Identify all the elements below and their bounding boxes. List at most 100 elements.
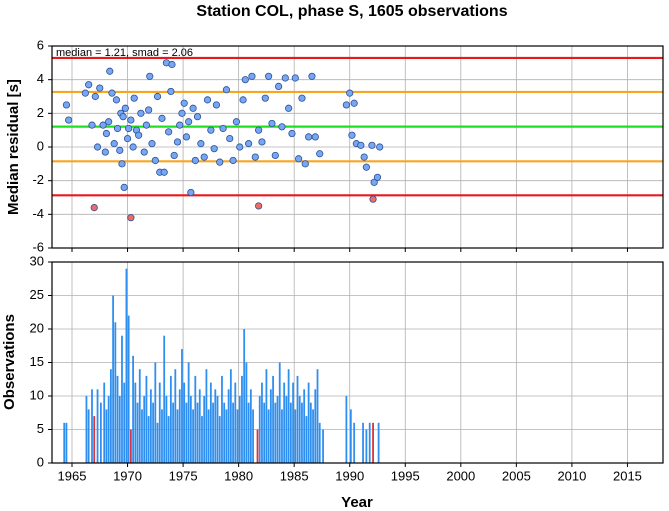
point: [130, 94, 138, 102]
bar: [154, 362, 157, 463]
y-tick-label: -2: [32, 172, 44, 187]
x-tick-label: 2005: [502, 468, 531, 483]
point: [105, 118, 113, 126]
bar: [205, 369, 208, 463]
point: [165, 128, 173, 136]
point: [360, 153, 368, 161]
point: [203, 96, 212, 104]
point: [258, 138, 266, 146]
bar: [258, 396, 261, 463]
point: [189, 104, 197, 112]
bar: [176, 409, 179, 463]
point: [255, 202, 263, 210]
point: [146, 72, 154, 80]
point: [222, 86, 231, 94]
x-tick-label: 1965: [58, 468, 87, 483]
y-tick-label: 0: [37, 138, 44, 153]
bar: [294, 409, 297, 463]
point: [170, 151, 178, 160]
bar: [372, 422, 374, 463]
bar: [289, 402, 292, 463]
x-tick-label: 1980: [224, 468, 253, 483]
bar: [149, 389, 152, 463]
bar: [298, 396, 301, 463]
bar: [292, 382, 294, 463]
bar: [263, 402, 266, 463]
point: [212, 101, 221, 109]
point: [308, 72, 316, 80]
point: [182, 133, 191, 141]
bar: [169, 375, 172, 463]
y-tick-label: 15: [30, 354, 44, 369]
bar: [187, 362, 190, 463]
point: [91, 92, 99, 101]
bar: [183, 382, 186, 463]
bar: [207, 409, 210, 463]
point: [168, 60, 176, 69]
point: [271, 151, 279, 160]
bar: [225, 409, 228, 463]
point: [305, 133, 313, 141]
bar: [236, 409, 239, 463]
point: [137, 109, 145, 117]
bar: [121, 335, 123, 463]
bar: [303, 389, 306, 463]
point: [167, 87, 175, 96]
bar: [127, 315, 130, 463]
bar: [318, 422, 321, 463]
bar: [221, 375, 223, 463]
plot-frame: [51, 261, 664, 464]
x-tick-label: 1975: [169, 468, 198, 483]
point: [178, 109, 186, 117]
point: [173, 138, 182, 146]
bar: [181, 349, 183, 463]
x-tick-label: 2000: [446, 468, 475, 483]
bar: [223, 402, 226, 463]
y-tick-label: 20: [30, 320, 44, 335]
bar: [185, 402, 188, 463]
point: [185, 118, 193, 126]
bar: [152, 402, 154, 463]
bar: [227, 389, 230, 463]
bar: [216, 396, 219, 463]
point: [219, 124, 227, 133]
point: [110, 140, 118, 148]
bar: [145, 375, 148, 463]
bar: [103, 382, 106, 463]
point: [153, 92, 162, 101]
point: [368, 141, 376, 149]
y-tick-label: 4: [37, 71, 44, 86]
point: [251, 153, 259, 161]
bar: [123, 382, 126, 463]
bar: [243, 329, 246, 463]
bar: [377, 422, 380, 463]
point: [285, 104, 293, 112]
point: [140, 148, 148, 156]
bar: [112, 295, 114, 463]
point: [112, 96, 121, 104]
point: [261, 94, 269, 102]
bar: [129, 429, 132, 463]
bar: [309, 402, 312, 463]
point: [373, 173, 382, 181]
chart-title: Station COL, phase S, 1605 observations: [196, 3, 507, 20]
x-tick-label: 1990: [335, 468, 364, 483]
point: [99, 121, 107, 129]
point: [127, 116, 135, 124]
bar: [138, 369, 141, 463]
point: [229, 156, 237, 165]
point: [275, 82, 283, 91]
bar: [249, 389, 252, 463]
bar: [285, 396, 288, 463]
bar: [256, 429, 259, 463]
point: [88, 121, 96, 129]
bar: [301, 402, 303, 463]
y-tick-label: -6: [32, 239, 44, 254]
bar: [278, 362, 281, 463]
bar: [147, 416, 150, 463]
point: [118, 160, 126, 168]
point: [236, 143, 244, 151]
bar: [174, 369, 177, 463]
point: [348, 131, 356, 139]
